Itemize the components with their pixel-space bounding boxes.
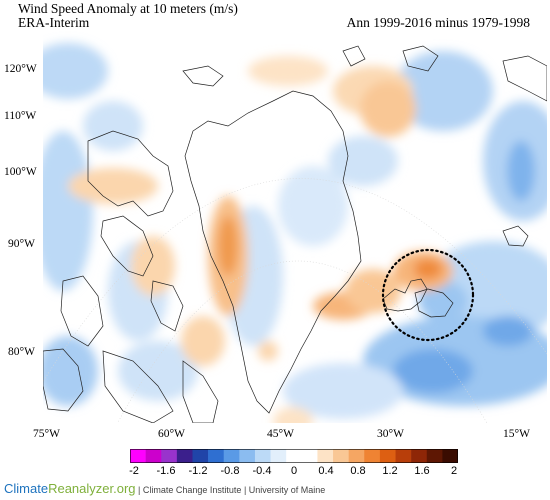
colorbar-cell	[145, 449, 162, 463]
colorbar-tick-label: -0.4	[252, 465, 272, 477]
credit-line: ClimateReanalyzer.org | Climate Change I…	[4, 481, 325, 496]
colorbar-tick-label: 0.8	[350, 465, 366, 477]
colorbar-cell	[317, 449, 334, 463]
anomaly-map	[43, 31, 547, 423]
colorbar-cell	[192, 449, 209, 463]
map-canvas	[43, 43, 547, 423]
colorbar-cell	[223, 449, 240, 463]
colorbar-cell	[176, 449, 193, 463]
franz-josef	[502, 225, 529, 247]
graticule	[43, 178, 547, 423]
colorbar-cell	[348, 449, 365, 463]
lat-label-80w: 80°W	[8, 346, 35, 358]
colorbar-cell	[301, 449, 318, 463]
colorbar	[130, 449, 458, 463]
colorbar-tick-label: 1.2	[382, 465, 398, 477]
lon-label-75w: 75°W	[33, 428, 60, 440]
lon-label-45w: 45°W	[267, 428, 294, 440]
colorbar-cell	[333, 449, 349, 463]
colorbar-cell	[208, 449, 225, 463]
dataset-label: ERA-Interim	[18, 15, 90, 30]
svalbard-east	[414, 288, 454, 318]
brand-reanalyzer: Reanalyzer.org	[48, 481, 136, 496]
colorbar-tick-label: 2	[450, 465, 458, 477]
colorbar-tick-label: 1.6	[414, 465, 430, 477]
canadian-archipelago	[87, 130, 174, 217]
colorbar-cell	[254, 449, 271, 463]
anomaly-field	[43, 43, 547, 423]
colorbar-tick-label: 0.4	[318, 465, 334, 477]
brand-climate: Climate	[4, 481, 49, 496]
colorbar-tick-label: -1.2	[188, 465, 208, 477]
colorbar-cell	[379, 449, 396, 463]
colorbar-cell	[239, 449, 256, 463]
colorbar-cell	[286, 449, 303, 463]
colorbar-cell	[426, 449, 443, 463]
institution-text: | Climate Change Institute | University …	[138, 485, 326, 495]
period-label: Ann 1999-2016 minus 1979-1998	[346, 15, 530, 30]
lon-label-15w: 15°W	[503, 428, 530, 440]
lat-label-100w: 100°W	[4, 166, 37, 178]
colorbar-tick-label: -0.8	[220, 465, 240, 477]
colorbar-tick-label: -1.6	[156, 465, 176, 477]
lon-label-30w: 30°W	[377, 428, 404, 440]
highlight-circle	[381, 248, 475, 342]
coastlines	[43, 45, 547, 423]
colorbar-cell	[395, 449, 412, 463]
lat-label-120w: 120°W	[4, 63, 37, 75]
colorbar-cell	[161, 449, 178, 463]
colorbar-cell	[411, 449, 428, 463]
colorbar-tick-label: -2	[129, 465, 139, 477]
colorbar-cell	[364, 449, 381, 463]
colorbar-cell	[442, 449, 458, 463]
greenland-coast	[184, 90, 362, 414]
lon-label-60w: 60°W	[158, 428, 185, 440]
colorbar-tick-label: 0	[290, 465, 298, 477]
lat-label-110w: 110°W	[4, 110, 37, 122]
map-title: Wind Speed Anomaly at 10 meters (m/s)	[18, 1, 238, 16]
lat-label-90w: 90°W	[8, 238, 35, 250]
colorbar-cell	[130, 449, 146, 463]
colorbar-cell	[270, 449, 287, 463]
